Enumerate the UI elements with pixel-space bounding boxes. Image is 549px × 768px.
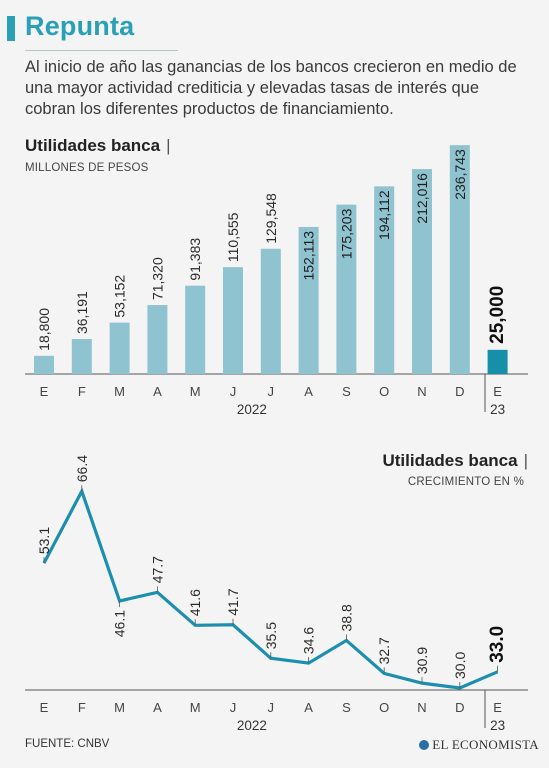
year-label: 23 — [490, 402, 505, 417]
data-label: 36,191 — [74, 291, 90, 334]
data-label: 30.0 — [452, 652, 468, 679]
x-tick-label: E — [40, 384, 49, 399]
x-tick-label: A — [304, 384, 313, 399]
data-label: 30.9 — [414, 647, 430, 674]
x-tick-label: D — [455, 700, 464, 715]
bar — [109, 322, 130, 374]
data-label: 33.0 — [487, 626, 508, 663]
bar-chart: 18,800 E 36,191 F 53,152 M 71,320 A 91,383 M 110,5… — [25, 145, 528, 417]
x-tick-label: N — [417, 700, 426, 715]
x-tick-label: O — [379, 700, 389, 715]
source-note: FUENTE: CNBV — [25, 738, 110, 750]
bar — [34, 355, 54, 374]
data-label: 53.1 — [36, 527, 52, 554]
data-label: 32.7 — [376, 637, 392, 664]
data-label: 18,800 — [36, 308, 52, 351]
year-label: 2022 — [237, 718, 267, 733]
bar — [223, 267, 243, 374]
bar — [449, 145, 470, 374]
bar — [185, 285, 206, 374]
x-tick-label: S — [342, 384, 351, 399]
data-label: 34.6 — [301, 627, 317, 654]
brand-logo: EL ECONOMISTA — [419, 737, 539, 753]
data-label: 129,548 — [263, 193, 279, 244]
title-divider — [25, 50, 178, 51]
data-label: 91,383 — [187, 238, 203, 281]
x-tick-label: O — [379, 384, 389, 399]
bar — [260, 248, 281, 374]
x-tick-label: M — [190, 700, 201, 715]
brand-icon — [419, 740, 430, 750]
data-label: 236,743 — [452, 149, 468, 200]
title-separator: | — [166, 136, 171, 155]
x-tick-label: J — [268, 700, 275, 715]
data-label: 47.7 — [149, 556, 165, 583]
year-label: 2022 — [237, 402, 267, 417]
title-accent-bar — [7, 16, 15, 41]
data-label: 66.4 — [74, 455, 90, 482]
data-label: 71,320 — [149, 257, 165, 300]
bar — [412, 169, 432, 374]
data-label: 110,555 — [225, 212, 241, 262]
x-tick-label: F — [78, 700, 86, 715]
bar — [71, 339, 92, 374]
x-tick-label: E — [493, 700, 502, 715]
data-label: 152,113 — [301, 231, 317, 281]
line-chart-subtitle: CRECIMIENTO EN % — [407, 476, 524, 488]
title-separator: | — [523, 451, 528, 470]
bar — [336, 204, 357, 374]
x-tick-label: E — [493, 384, 502, 399]
data-label: 41.6 — [187, 589, 203, 616]
data-label: 175,203 — [338, 208, 354, 259]
x-tick-label: F — [78, 384, 86, 399]
intro-text: Al inicio de año las ganancias de los ba… — [25, 58, 517, 118]
line-chart-title-text: Utilidades banca — [382, 451, 518, 470]
brand-name: EL ECONOMISTA — [432, 737, 539, 752]
year-label: 23 — [490, 718, 505, 733]
data-label: 53,152 — [112, 275, 128, 318]
bar-chart-title-text: Utilidades banca — [25, 136, 161, 155]
x-tick-label: A — [153, 384, 162, 399]
data-label: 38.8 — [338, 604, 354, 631]
data-label: 212,016 — [414, 173, 430, 224]
x-tick-label: E — [40, 700, 49, 715]
page-title: Repunta — [25, 11, 135, 41]
bar-chart-title: Utilidades banca | — [25, 136, 171, 156]
bar — [374, 186, 395, 374]
x-tick-label: D — [455, 384, 464, 399]
x-tick-label: M — [114, 384, 125, 399]
x-tick-label: N — [417, 384, 426, 399]
x-tick-label: J — [268, 384, 275, 399]
x-tick-label: M — [114, 700, 125, 715]
x-tick-label: M — [190, 384, 201, 399]
bar-chart-subtitle: MILLONES DE PESOS — [25, 162, 149, 174]
data-label: 194,112 — [376, 190, 392, 240]
x-tick-label: A — [153, 700, 162, 715]
bar — [487, 349, 508, 374]
data-label: 35.5 — [263, 622, 279, 649]
data-label: 41.7 — [225, 588, 241, 615]
data-label: 25,000 — [487, 286, 508, 344]
data-label: 46.1 — [112, 610, 128, 637]
bar — [298, 226, 319, 374]
x-tick-label: J — [230, 700, 237, 715]
bar — [147, 305, 168, 374]
x-tick-label: S — [342, 700, 351, 715]
x-tick-label: J — [230, 384, 237, 399]
line-chart-title: Utilidades banca | — [382, 451, 528, 471]
x-tick-label: A — [304, 700, 313, 715]
